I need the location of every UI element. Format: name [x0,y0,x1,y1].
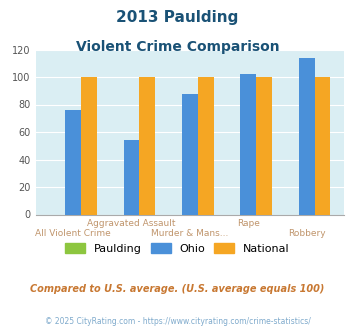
Bar [198,77,214,214]
Text: Murder & Mans...: Murder & Mans... [151,229,229,238]
Bar [65,110,81,214]
Text: Aggravated Assault: Aggravated Assault [87,219,176,228]
Bar [81,77,97,214]
Bar [315,77,330,214]
Text: © 2025 CityRating.com - https://www.cityrating.com/crime-statistics/: © 2025 CityRating.com - https://www.city… [45,317,310,326]
Bar [299,58,315,214]
Text: Compared to U.S. average. (U.S. average equals 100): Compared to U.S. average. (U.S. average … [30,284,325,294]
Bar [182,93,198,214]
Bar [256,77,272,214]
Legend: Paulding, Ohio, National: Paulding, Ohio, National [61,239,294,258]
Text: Violent Crime Comparison: Violent Crime Comparison [76,40,279,53]
Bar [240,74,256,215]
Text: 2013 Paulding: 2013 Paulding [116,10,239,25]
Bar [140,77,155,214]
Text: All Violent Crime: All Violent Crime [35,229,111,238]
Text: Rape: Rape [237,219,260,228]
Text: Robbery: Robbery [288,229,326,238]
Bar [124,140,140,214]
